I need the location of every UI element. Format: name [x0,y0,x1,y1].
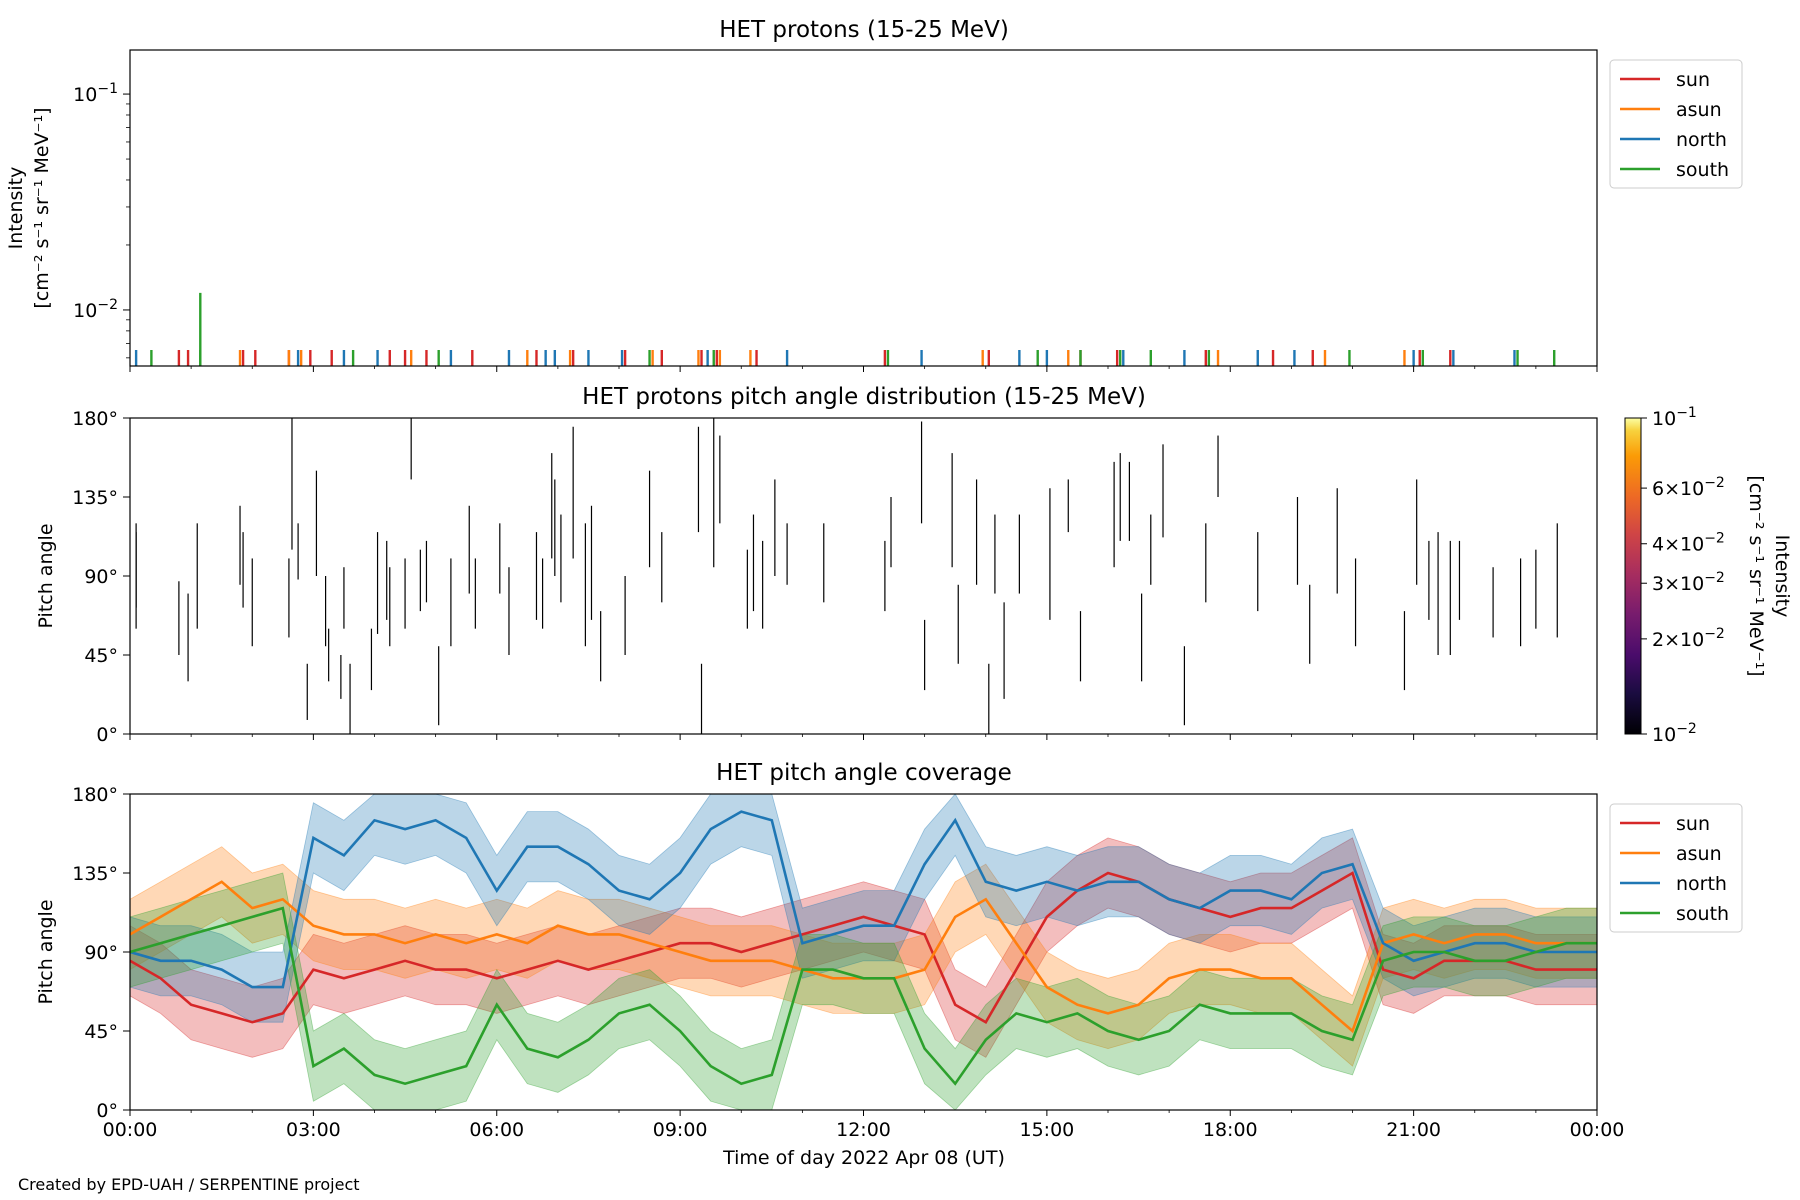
x-tick-label: 09:00 [653,1119,708,1141]
legend-box [1609,59,1743,189]
colorbar-tick-label: 6×10−2 [1652,475,1725,500]
panel1-legend: sun asun north south [1609,59,1743,189]
asun-legend-label: asun [1676,843,1722,865]
panel-intensity: HET protons (15-25 MeV) 10−1 10−2 Intensi… [5,17,1743,372]
y-tick-label: 180° [72,408,118,430]
panel1-title: HET protons (15-25 MeV) [719,17,1009,43]
y-tick-label: 135° [72,863,118,885]
y-tick-label: 45° [84,645,118,667]
panel1-ylabel-line1: Intensity [5,167,27,250]
colorbar-tick-label: 10−1 [1652,405,1697,430]
panel2-ylabel: Pitch angle [35,523,57,628]
x-tick-label: 15:00 [1019,1119,1074,1141]
panel3-legend: sun asun north south [1609,803,1743,933]
colorbar-label-line2: [cm⁻² s⁻¹ sr⁻¹ MeV⁻¹] [1745,475,1767,676]
north-coverage-line [130,810,1597,989]
y-tick-label: 90° [84,942,118,964]
panel-coverage: HET pitch angle coverage 0° 45° 90° 135° 180… [35,760,1743,1141]
panel1-ylabel-line2: [cm⁻² s⁻¹ sr⁻¹ MeV⁻¹] [31,107,53,308]
colorbar [1624,417,1642,735]
x-tick-label: 00:00 [103,1119,158,1141]
panel-pad: HET protons pitch angle distribution (15… [35,384,1793,746]
sun-legend-label: sun [1676,813,1710,835]
colorbar-ticks: 10−1 6×10−2 4×10−2 3×10−2 2×10−2 10−2 [1641,405,1725,746]
panel1-x-ticks [129,366,1598,372]
south-legend-label: south [1676,903,1729,925]
y-tick-label: 90° [84,566,118,588]
north-legend-label: north [1676,129,1727,151]
colorbar-tick-label: 3×10−2 [1652,570,1725,595]
x-tick-label: 03:00 [286,1119,341,1141]
x-tick-label: 00:00 [1570,1119,1625,1141]
asun-legend-label: asun [1676,99,1722,121]
north-coverage-band [130,794,1597,1023]
south-legend-label: south [1676,159,1729,181]
legend-box [1609,803,1743,933]
panel3-title: HET pitch angle coverage [716,760,1012,786]
sun-coverage-line [130,871,1597,1024]
colorbar-tick-label: 10−2 [1652,721,1697,746]
x-tick-label: 12:00 [836,1119,891,1141]
y-tick-label: 10−1 [73,81,118,106]
x-tick-label: 06:00 [469,1119,524,1141]
panel1-frame [129,49,1598,367]
panel3-y-ticks: 0° 45° 90° 135° 180° [72,784,130,1122]
colorbar-tick-label: 4×10−2 [1652,531,1725,556]
sun-legend-label: sun [1676,69,1710,91]
colorbar-tick-label: 2×10−2 [1652,626,1725,651]
footer-credit: Created by EPD-UAH / SERPENTINE project [18,1175,360,1194]
panel2-x-ticks [129,734,1598,740]
coverage-series [130,794,1597,1110]
south-coverage-band [130,872,1597,1110]
panel3-ylabel: Pitch angle [35,899,57,1004]
x-axis-label: Time of day 2022 Apr 08 (UT) [722,1147,1005,1169]
panel1-y-ticks: 10−1 10−2 [73,81,130,359]
x-tick-label: 18:00 [1203,1119,1258,1141]
south-coverage-line [130,906,1597,1086]
x-tick-label: 21:00 [1386,1119,1441,1141]
panel3-x-ticks: 00:00 03:00 06:00 09:00 12:00 15:00 18:00 21:00… [103,1110,1625,1141]
panel2-title: HET protons pitch angle distribution (15… [582,384,1146,410]
y-tick-label: 180° [72,784,118,806]
y-tick-label: 0° [96,724,118,746]
y-tick-label: 0° [96,1100,118,1122]
panel2-plot-area [135,418,1558,734]
asun-coverage-band [130,846,1597,1067]
panel1-plot-area [134,292,1556,366]
y-tick-label: 135° [72,487,118,509]
y-tick-label: 45° [84,1021,118,1043]
panel2-y-ticks: 0° 45° 90° 135° 180° [72,408,130,746]
north-legend-label: north [1676,873,1727,895]
y-tick-label: 10−2 [73,297,118,322]
panel3-plot-area [130,794,1597,1110]
colorbar-label-line1: Intensity [1771,535,1793,618]
